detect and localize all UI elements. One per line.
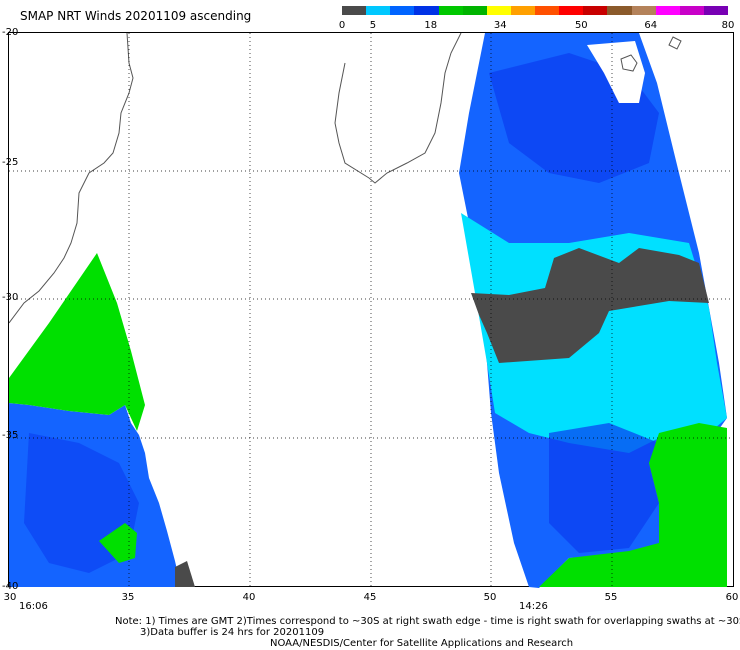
lat-label-25: -25 <box>2 157 19 168</box>
colorbar-label: 18 <box>424 20 438 31</box>
colorbar-segment <box>510 6 535 15</box>
colorbar-label: 34 <box>493 20 507 31</box>
lat-label-40: -40 <box>2 581 19 592</box>
note-line-3: NOAA/NESDIS/Center for Satellite Applica… <box>270 638 574 649</box>
lon-label-35: 35 <box>121 592 135 603</box>
wind-map <box>8 32 735 588</box>
right-swath-gap <box>587 41 645 103</box>
map-title: SMAP NRT Winds 20201109 ascending <box>20 9 252 23</box>
island-outline-2 <box>668 36 682 50</box>
colorbar-segment <box>583 6 608 15</box>
lon-label-50: 50 <box>483 592 497 603</box>
colorbar-segment <box>535 6 560 15</box>
left-swath-green-triangle <box>9 253 145 431</box>
lat-label-35: -35 <box>2 430 19 441</box>
colorbar-segment <box>559 6 584 15</box>
colorbar-segment <box>414 6 439 15</box>
colorbar-segment <box>390 6 415 15</box>
swath-time-right: 14:26 <box>519 601 548 612</box>
note-line-1: Note: 1) Times are GMT 2)Times correspon… <box>115 616 740 627</box>
graticule <box>9 33 735 588</box>
colorbar-segment <box>703 6 728 15</box>
lon-label-30: 30 <box>3 592 17 603</box>
colorbar-segment <box>631 6 656 15</box>
colorbar-label: 5 <box>369 20 377 31</box>
swath-time-left: 16:06 <box>19 601 48 612</box>
colorbar-segment <box>366 6 391 15</box>
colorbar-segment <box>438 6 463 15</box>
colorbar-segment <box>486 6 511 15</box>
madagascar-coastline <box>334 33 462 184</box>
lat-label-20: -20 <box>2 27 19 38</box>
colorbar-segment <box>607 6 632 15</box>
lon-label-55: 55 <box>604 592 618 603</box>
note-line-2: 3)Data buffer is 24 hrs for 20201109 <box>140 627 325 638</box>
colorbar-label: 64 <box>644 20 658 31</box>
lon-label-60: 60 <box>725 592 739 603</box>
left-swath-grey-patch <box>175 561 195 587</box>
colorbar-label: 0 <box>338 20 346 31</box>
colorbar-label: 50 <box>574 20 588 31</box>
right-swath-grey-band <box>471 248 709 363</box>
colorbar-segment <box>679 6 704 15</box>
lon-label-45: 45 <box>363 592 377 603</box>
left-swath-green-patch <box>99 523 137 563</box>
africa-coastline <box>9 33 134 324</box>
island-outline <box>620 54 638 72</box>
colorbar-segment <box>342 6 367 15</box>
wind-map-canvas <box>9 33 735 588</box>
wind-speed-colorbar <box>342 6 728 15</box>
right-swath-darkblue-south <box>549 423 659 553</box>
lat-label-30: -30 <box>2 292 19 303</box>
right-swath-green-patch <box>539 423 727 587</box>
lon-label-40: 40 <box>242 592 256 603</box>
colorbar-segment <box>655 6 680 15</box>
colorbar-segment <box>462 6 487 15</box>
notes: Note: 1) Times are GMT 2)Times correspon… <box>115 616 740 649</box>
colorbar-label: 80 <box>721 20 735 31</box>
